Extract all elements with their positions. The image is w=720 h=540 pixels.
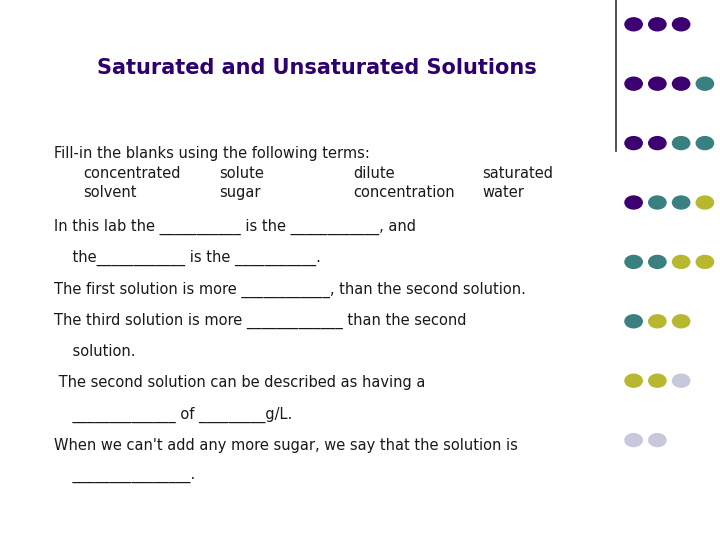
Circle shape bbox=[672, 196, 690, 209]
Circle shape bbox=[649, 137, 666, 150]
Circle shape bbox=[649, 374, 666, 387]
Text: dilute: dilute bbox=[353, 166, 395, 181]
Text: concentration: concentration bbox=[353, 185, 454, 200]
Circle shape bbox=[672, 315, 690, 328]
Circle shape bbox=[672, 77, 690, 90]
Circle shape bbox=[649, 196, 666, 209]
Text: water: water bbox=[482, 185, 524, 200]
Text: Saturated and Unsaturated Solutions: Saturated and Unsaturated Solutions bbox=[97, 57, 536, 78]
Circle shape bbox=[625, 434, 642, 447]
Text: When we can't add any more sugar, we say that the solution is: When we can't add any more sugar, we say… bbox=[54, 438, 518, 453]
Circle shape bbox=[625, 374, 642, 387]
Circle shape bbox=[696, 255, 714, 268]
Circle shape bbox=[672, 374, 690, 387]
Text: the____________ is the ___________.: the____________ is the ___________. bbox=[54, 250, 321, 266]
Text: solvent: solvent bbox=[83, 185, 136, 200]
Text: ______________ of _________g/L.: ______________ of _________g/L. bbox=[54, 407, 292, 423]
Text: Fill-in the blanks using the following terms:: Fill-in the blanks using the following t… bbox=[54, 146, 370, 161]
Text: sugar: sugar bbox=[220, 185, 261, 200]
Circle shape bbox=[649, 18, 666, 31]
Text: solution.: solution. bbox=[54, 344, 135, 359]
Circle shape bbox=[696, 196, 714, 209]
Circle shape bbox=[625, 137, 642, 150]
Text: The first solution is more ____________, than the second solution.: The first solution is more ____________,… bbox=[54, 281, 526, 298]
Circle shape bbox=[625, 255, 642, 268]
Circle shape bbox=[625, 315, 642, 328]
Text: saturated: saturated bbox=[482, 166, 554, 181]
Circle shape bbox=[649, 77, 666, 90]
Text: In this lab the ___________ is the ____________, and: In this lab the ___________ is the _____… bbox=[54, 219, 416, 235]
Circle shape bbox=[672, 137, 690, 150]
Circle shape bbox=[672, 18, 690, 31]
Circle shape bbox=[696, 137, 714, 150]
Text: ________________.: ________________. bbox=[54, 469, 195, 484]
Circle shape bbox=[696, 77, 714, 90]
Circle shape bbox=[625, 18, 642, 31]
Circle shape bbox=[625, 196, 642, 209]
Text: The third solution is more _____________ than the second: The third solution is more _____________… bbox=[54, 313, 467, 329]
Text: The second solution can be described as having a: The second solution can be described as … bbox=[54, 375, 426, 390]
Circle shape bbox=[625, 77, 642, 90]
Circle shape bbox=[672, 255, 690, 268]
Circle shape bbox=[649, 315, 666, 328]
Circle shape bbox=[649, 434, 666, 447]
Text: concentrated: concentrated bbox=[83, 166, 180, 181]
Text: solute: solute bbox=[220, 166, 264, 181]
Circle shape bbox=[649, 255, 666, 268]
